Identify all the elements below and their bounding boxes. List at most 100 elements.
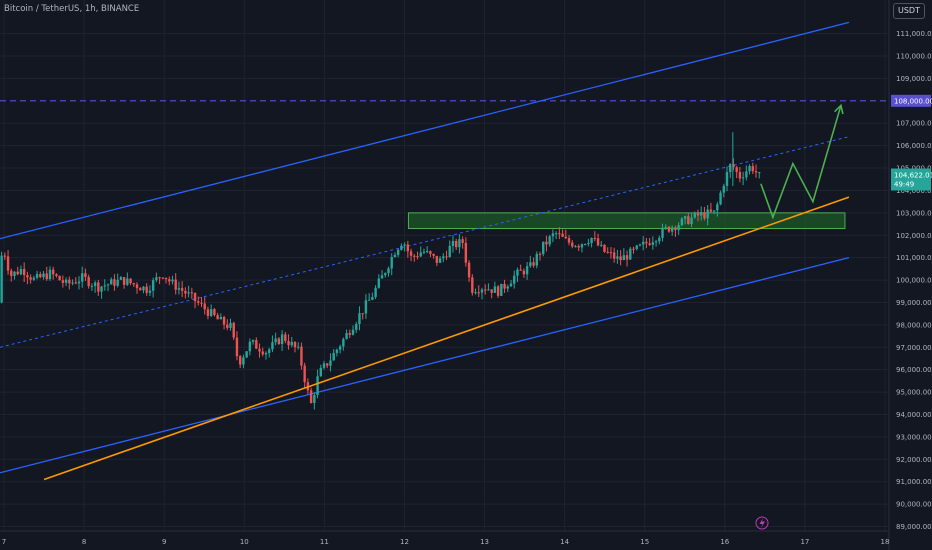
candle-body: [700, 212, 703, 216]
candle-body: [561, 233, 564, 237]
candle-body: [90, 285, 94, 287]
candle-body: [422, 251, 426, 253]
candle-body: [248, 341, 252, 352]
candle-body: [467, 262, 471, 278]
candle-body: [190, 292, 194, 294]
y-tick-label: 111,000.00: [896, 30, 932, 38]
candle-body: [745, 171, 748, 178]
candle-body: [119, 277, 123, 280]
candle-body: [741, 177, 745, 179]
candle-body: [393, 254, 397, 258]
candle-body: [413, 255, 416, 257]
candle-body: [603, 244, 606, 252]
candle-body: [326, 363, 329, 366]
candle-body: [171, 279, 174, 282]
candle-body: [132, 283, 135, 285]
candle-body: [268, 349, 271, 353]
candle-body: [100, 286, 103, 292]
candle-body: [429, 251, 432, 254]
candle-body: [687, 216, 690, 224]
candle-body: [39, 274, 42, 278]
candle-body: [435, 255, 439, 263]
candle-body: [583, 244, 587, 246]
candle-body: [593, 237, 597, 239]
event-icon[interactable]: [755, 516, 769, 530]
candle-body: [612, 252, 616, 259]
candle-body: [122, 277, 126, 285]
candle-body: [729, 164, 732, 173]
candle-body: [606, 251, 609, 253]
candle-body: [696, 212, 700, 216]
x-tick-label: 11: [320, 538, 329, 546]
candle-body: [213, 309, 216, 316]
candle-body: [651, 242, 655, 245]
projection-path: [760, 105, 842, 220]
candle-body: [251, 340, 255, 342]
candle-body: [548, 236, 551, 245]
candle-body: [151, 280, 155, 291]
candle-body: [361, 313, 364, 315]
candle-body: [674, 227, 677, 231]
candle-body: [654, 241, 658, 243]
candle-body: [751, 166, 754, 172]
candle-body: [258, 348, 261, 352]
candle-body: [390, 257, 393, 269]
candle-body: [609, 252, 613, 254]
candle-body: [116, 279, 119, 286]
candle-body: [567, 238, 571, 243]
candle-body: [26, 275, 29, 278]
x-tick-label: 18: [881, 538, 890, 546]
candle-body: [126, 278, 129, 285]
support-zone: [407, 212, 846, 230]
candle-body: [590, 237, 593, 244]
candle-body: [519, 269, 522, 271]
candle-body: [280, 334, 284, 345]
countdown-label: 49:49: [894, 181, 914, 189]
candle-body: [416, 256, 419, 258]
currency-button[interactable]: USDT: [893, 3, 925, 19]
candle-body: [16, 271, 19, 275]
y-tick-label: 98,000.00: [896, 321, 932, 329]
candle-body: [616, 256, 619, 259]
candle-body: [110, 279, 113, 285]
candle-body: [71, 282, 74, 284]
y-tick-label: 94,000.00: [896, 411, 932, 419]
candle-body: [61, 280, 65, 283]
candle-body: [400, 245, 403, 250]
candle-body: [525, 266, 529, 275]
candle-body: [197, 301, 200, 303]
candle-body: [226, 324, 229, 328]
candle-body: [758, 172, 761, 174]
trend-line: [43, 196, 850, 481]
candle-body: [661, 227, 664, 238]
candle-body: [532, 262, 535, 266]
candle-body: [535, 253, 538, 266]
candle-body: [645, 241, 648, 244]
candle-body: [161, 277, 165, 279]
candle-body: [571, 242, 574, 247]
candle-body: [255, 340, 258, 349]
y-tick-label: 97,000.00: [896, 344, 932, 352]
candle-body: [58, 275, 61, 281]
candle-body: [0, 255, 3, 303]
candle-body: [358, 313, 361, 324]
candle-body: [293, 342, 297, 348]
candle-body: [367, 299, 371, 301]
candle-body: [374, 287, 377, 297]
candle-body: [55, 274, 58, 276]
candle-body: [297, 346, 300, 348]
candle-body: [516, 269, 519, 276]
candle-body: [448, 245, 451, 258]
y-tick-label: 100,000.00: [896, 277, 932, 285]
projection-arrowhead: [834, 103, 844, 115]
candle-body: [313, 395, 316, 403]
candle-body: [596, 238, 600, 246]
candle-body: [148, 290, 152, 293]
candle-body: [97, 282, 100, 292]
candle-body: [635, 245, 638, 249]
candle-body: [384, 273, 387, 276]
candle-body: [480, 289, 484, 293]
x-tick-label: 13: [480, 538, 489, 546]
candle-body: [484, 289, 487, 291]
